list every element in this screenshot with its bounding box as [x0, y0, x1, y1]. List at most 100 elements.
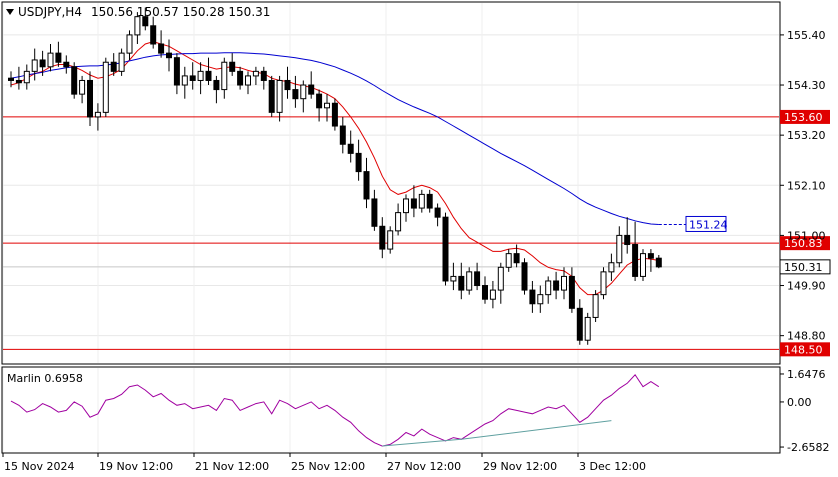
candle-body-bull [537, 294, 544, 305]
slow-ma-value-box [685, 215, 727, 232]
candle-body-bear [316, 93, 323, 109]
candle-body-bear [347, 143, 354, 154]
candle-body-bear [339, 125, 346, 145]
candle [426, 189, 433, 213]
divergence-line[interactable] [461, 420, 612, 440]
candle [466, 267, 473, 295]
price-tick-label: 151.00 [787, 229, 826, 242]
candle [339, 116, 346, 154]
candle-body-bull [640, 253, 646, 277]
candle-body-bear [355, 152, 362, 173]
candle-body-bull [592, 294, 599, 318]
candle-body-bull [300, 84, 307, 100]
candle-body-bear [142, 16, 149, 27]
candle [292, 75, 299, 108]
candle-body-bear [150, 25, 157, 45]
price-tick-label: 149.90 [787, 280, 826, 293]
candle-body-bull [505, 253, 512, 268]
candle-body-bear [632, 244, 639, 277]
candle [403, 194, 409, 222]
candle-body-bear [442, 216, 449, 282]
candle [347, 130, 354, 163]
candle [63, 55, 70, 74]
candle [15, 66, 22, 90]
candle [331, 98, 338, 131]
candle [87, 71, 93, 127]
candle [608, 253, 615, 281]
time-tick-label: 19 Nov 12:00 [99, 460, 173, 473]
candle-body-bull [252, 70, 259, 77]
candle [166, 39, 172, 72]
candle [213, 75, 220, 104]
candle-body-bull [387, 230, 394, 250]
candle [118, 48, 125, 76]
candle-body-bull [79, 79, 86, 95]
candle [102, 57, 109, 117]
time-tick-label: 21 Nov 12:00 [195, 460, 269, 473]
indicator-pane-frame [1, 366, 781, 454]
candle-body-bear [458, 275, 465, 291]
candle [197, 62, 204, 95]
candle-body-bull [118, 52, 125, 72]
candle-body-bull [102, 61, 109, 113]
candlesticks [8, 7, 662, 345]
candle [489, 280, 496, 309]
candle-body-bear [655, 257, 662, 268]
indicator-tick-label: -2.6582 [787, 441, 829, 454]
candle [474, 262, 481, 291]
level-price-tag [780, 342, 830, 357]
candle [632, 221, 639, 281]
candle-body-bear [331, 102, 338, 127]
time-tick-label: 15 Nov 2024 [4, 460, 74, 473]
price-tick-label: 152.10 [787, 179, 826, 192]
candle [371, 189, 378, 231]
candle-body-bear [521, 262, 528, 291]
candle [181, 66, 188, 99]
candle [150, 16, 157, 49]
candle-body-bear [553, 280, 560, 291]
candle-body-bull [545, 280, 552, 296]
candle [205, 57, 212, 86]
candle [521, 258, 528, 295]
candle-body-bull [466, 271, 473, 291]
candle-body-bull [600, 271, 607, 296]
candle-body-bear [292, 89, 299, 100]
price-tick-label: 148.80 [787, 330, 826, 343]
candle-body-bear [576, 307, 583, 341]
candle [592, 290, 599, 322]
level-price-label: 150.83 [784, 237, 823, 250]
candle [23, 64, 30, 90]
candle [142, 7, 149, 31]
candle [308, 71, 315, 99]
candle [126, 30, 133, 60]
candle-body-bear [166, 52, 172, 59]
candle [284, 66, 291, 99]
candle-body-bear [529, 289, 536, 305]
candle [55, 41, 62, 67]
candle [410, 185, 417, 218]
level-price-tag [780, 236, 830, 251]
triangle-down-icon[interactable] [6, 9, 14, 15]
candle [316, 89, 323, 122]
candle [229, 53, 236, 76]
price-axis: 155.40 154.30 153.20 152.10 151.00 149.90 148.… [780, 29, 829, 454]
candle [418, 189, 425, 213]
candle-body-bear [260, 70, 267, 81]
candle-body-bear [482, 285, 488, 300]
candle [513, 244, 520, 268]
divergence-line[interactable] [382, 438, 462, 447]
candle [252, 66, 259, 86]
slow-ma-value-label: 151.24 [689, 218, 728, 231]
candle-body-bear [434, 207, 441, 218]
candle [442, 212, 449, 286]
candle-body-bull [221, 61, 228, 91]
candle [94, 103, 101, 131]
price-tick-label: 155.40 [787, 29, 826, 42]
price-tick-label: 153.20 [787, 129, 826, 142]
candle [640, 249, 646, 281]
candle-body-bear [237, 70, 244, 86]
candle-body-bear [63, 61, 70, 68]
candle-body-bear [110, 61, 117, 72]
